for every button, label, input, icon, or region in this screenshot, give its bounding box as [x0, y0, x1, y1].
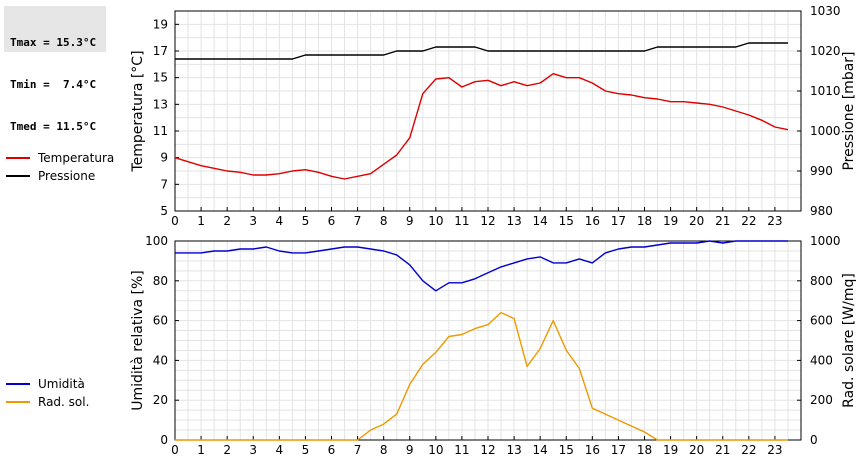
top-x-tick-label: 5: [302, 214, 310, 228]
top-x-tick-label: 16: [585, 214, 600, 228]
top-y-right-tick-label: 990: [810, 164, 833, 178]
bottom-x-tick-label: 23: [767, 443, 782, 457]
bottom-y-right-tick-label: 800: [810, 274, 833, 288]
bottom-x-tick-label: 5: [302, 443, 310, 457]
bottom-y-left-axis-title: Umidità relativa [%]: [130, 270, 146, 411]
bottom-x-tick-label: 11: [454, 443, 469, 457]
bottom-x-tick-label: 9: [406, 443, 414, 457]
top-series-pressione-line: [175, 42, 788, 60]
bottom-y-left-tick-label: 20: [153, 393, 168, 407]
bottom-y-left-tick-label: 100: [145, 234, 168, 248]
bottom-series-umidit-line: [175, 240, 788, 292]
bottom-y-right-tick-label: 600: [810, 314, 833, 328]
bottom-x-tick-label: 18: [637, 443, 652, 457]
bottom-x-tick-label: 4: [276, 443, 284, 457]
bottom-x-tick-label: 13: [506, 443, 521, 457]
tmax-label: Tmax = 15.3°C: [10, 36, 97, 49]
bottom-y-right-tick-label: 200: [810, 393, 833, 407]
top-y-left-tick-label: 13: [153, 97, 168, 111]
stats-box: Tmax = 15.3°C Tmin = 7.4°C Tmed = 11.5°C: [4, 6, 106, 133]
bottom-x-tick-label: 12: [480, 443, 495, 457]
top-x-tick-label: 19: [663, 214, 678, 228]
bottom-y-right-axis-title: Rad. solare [W/mq]: [841, 273, 857, 408]
legend-label-temperatura: Temperatura: [37, 151, 114, 165]
top-x-tick-label: 13: [506, 214, 521, 228]
top-y-left-tick-label: 7: [160, 177, 168, 191]
top-x-tick-label: 4: [276, 214, 284, 228]
tmin-label: Tmin = 7.4°C: [10, 78, 97, 91]
top-x-tick-label: 20: [689, 214, 704, 228]
top-x-tick-label: 14: [533, 214, 548, 228]
top-x-tick-label: 7: [354, 214, 362, 228]
top-x-tick-label: 11: [454, 214, 469, 228]
bottom-y-right-tick-label: 1000: [810, 234, 841, 248]
top-x-tick-label: 2: [223, 214, 231, 228]
bottom-y-left-tick-label: 60: [153, 314, 168, 328]
tmed-label: Tmed = 11.5°C: [10, 120, 97, 133]
top-series-temperatura-line: [174, 72, 789, 180]
bottom-y-left-tick-label: 0: [160, 433, 168, 447]
top-x-tick-label: 21: [715, 214, 730, 228]
bottom-y-left-tick-label: 80: [153, 274, 168, 288]
bottom-y-right-tick-label: 0: [810, 433, 818, 447]
top-x-tick-label: 10: [428, 214, 443, 228]
bottom-x-tick-label: 22: [741, 443, 756, 457]
legend-label-pressione: Pressione: [38, 169, 95, 183]
top-y-right-tick-label: 1020: [810, 44, 841, 58]
bottom-x-tick-label: 2: [223, 443, 231, 457]
bottom-x-tick-label: 7: [354, 443, 362, 457]
bottom-x-tick-label: 10: [428, 443, 443, 457]
top-x-tick-label: 12: [480, 214, 495, 228]
top-x-tick-label: 6: [328, 214, 336, 228]
top-x-tick-label: 9: [406, 214, 414, 228]
top-y-right-axis-title: Pressione [mbar]: [841, 51, 857, 170]
bottom-x-tick-label: 0: [171, 443, 179, 457]
top-y-right-tick-label: 980: [810, 204, 833, 218]
bottom-x-tick-label: 3: [249, 443, 257, 457]
top-y-left-tick-label: 17: [153, 44, 168, 58]
bottom-y-left-tick-label: 40: [153, 353, 168, 367]
bottom-x-tick-label: 21: [715, 443, 730, 457]
top-y-left-tick-label: 11: [153, 124, 168, 138]
top-y-left-tick-label: 5: [160, 204, 168, 218]
top-chart: 0 1 2 3 4 5 6 7 8 9 10 11 12 13 14 15 16 17 18 19 20 21 22 2357…: [6, 4, 857, 228]
top-y-right-tick-label: 1010: [810, 84, 841, 98]
bottom-x-tick-label: 15: [559, 443, 574, 457]
bottom-x-tick-label: 6: [328, 443, 336, 457]
top-y-left-axis-title: Temperatura [°C]: [130, 50, 146, 172]
top-x-tick-label: 8: [380, 214, 388, 228]
legend-label-umidit: Umidità: [38, 377, 85, 391]
top-x-tick-label: 22: [741, 214, 756, 228]
bottom-x-tick-label: 1: [197, 443, 205, 457]
bottom-chart: 0 1 2 3 4 5 6 7 8 9 10 11 12 13 14 15 16 17 18 19 20 21 22 2302…: [6, 234, 857, 457]
bottom-y-right-tick-label: 400: [810, 353, 833, 367]
top-x-tick-label: 3: [249, 214, 257, 228]
top-y-right-tick-label: 1000: [810, 124, 841, 138]
top-x-tick-label: 15: [559, 214, 574, 228]
top-y-left-tick-label: 19: [153, 17, 168, 31]
legend-label-rad-sol: Rad. sol.: [38, 395, 89, 409]
bottom-x-tick-label: 17: [611, 443, 626, 457]
top-x-tick-label: 17: [611, 214, 626, 228]
bottom-series-rad-sol-line: [175, 311, 788, 441]
top-y-right-tick-label: 1030: [810, 4, 841, 18]
top-y-left-tick-label: 9: [160, 151, 168, 165]
bottom-x-tick-label: 14: [533, 443, 548, 457]
bottom-x-tick-label: 8: [380, 443, 388, 457]
top-y-left-tick-label: 15: [153, 71, 168, 85]
top-x-tick-label: 0: [171, 214, 179, 228]
bottom-x-tick-label: 16: [585, 443, 600, 457]
top-x-tick-label: 1: [197, 214, 205, 228]
bottom-x-tick-label: 19: [663, 443, 678, 457]
top-x-tick-label: 18: [637, 214, 652, 228]
top-x-tick-label: 23: [767, 214, 782, 228]
bottom-x-tick-label: 20: [689, 443, 704, 457]
